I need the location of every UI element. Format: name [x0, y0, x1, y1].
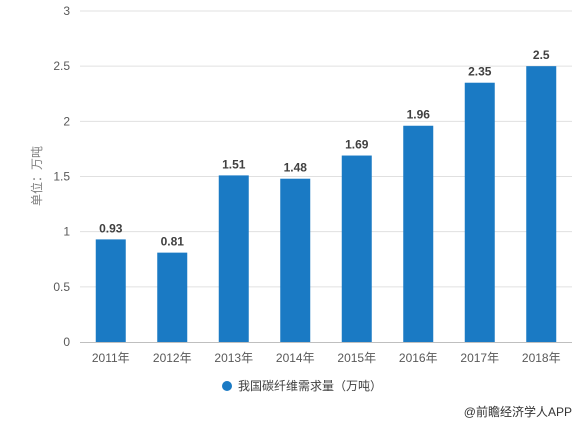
y-tick-label: 0	[63, 335, 70, 349]
x-tick-label: 2015年	[337, 351, 376, 365]
x-tick-label: 2016年	[399, 351, 438, 365]
data-label: 1.48	[284, 161, 308, 175]
data-label: 2.5	[533, 48, 550, 62]
legend[interactable]: 我国碳纤维需求量（万吨）	[222, 379, 382, 393]
y-tick-label: 1.5	[53, 170, 70, 184]
data-labels: 0.93 0.81 1.51 1.48 1.69 1.96 2.35 2.5	[99, 48, 550, 248]
x-axis-categories: 2011年 2012年 2013年 2014年 2015年 2016年 2017年 2018年	[92, 351, 561, 365]
bar[interactable]	[341, 155, 372, 342]
y-tick-label: 0.5	[53, 280, 70, 294]
y-tick-label: 1	[63, 225, 70, 239]
x-tick-label: 2017年	[460, 351, 499, 365]
bar[interactable]	[280, 178, 311, 342]
y-tick-label: 3	[63, 4, 70, 18]
data-label: 0.81	[161, 235, 185, 249]
bar[interactable]	[218, 175, 249, 342]
bar[interactable]	[95, 239, 126, 342]
data-label: 1.69	[345, 138, 369, 152]
x-tick-label: 2014年	[276, 351, 315, 365]
legend-marker	[222, 381, 232, 391]
legend-label: 我国碳纤维需求量（万吨）	[238, 379, 382, 393]
bar[interactable]	[464, 82, 495, 342]
bar[interactable]	[403, 125, 434, 342]
data-label: 2.35	[468, 65, 492, 79]
bar[interactable]	[157, 252, 188, 342]
x-tick-label: 2012年	[153, 351, 192, 365]
gridlines	[80, 10, 572, 288]
bars	[95, 66, 557, 343]
y-axis-title: 单位：万吨	[29, 146, 44, 206]
data-label: 1.51	[222, 157, 246, 171]
x-tick-label: 2018年	[522, 351, 561, 365]
data-label: 0.93	[99, 221, 123, 235]
x-tick-label: 2011年	[92, 351, 130, 365]
x-tick-label: 2013年	[214, 351, 253, 365]
y-axis-ticks: 0 0.5 1 1.5 2 2.5 3	[53, 4, 70, 349]
bar[interactable]	[526, 66, 557, 343]
data-label: 1.96	[407, 108, 431, 122]
y-tick-label: 2	[63, 114, 70, 128]
y-tick-label: 2.5	[53, 59, 70, 73]
source-credit: @前瞻经济学人APP	[464, 404, 572, 419]
